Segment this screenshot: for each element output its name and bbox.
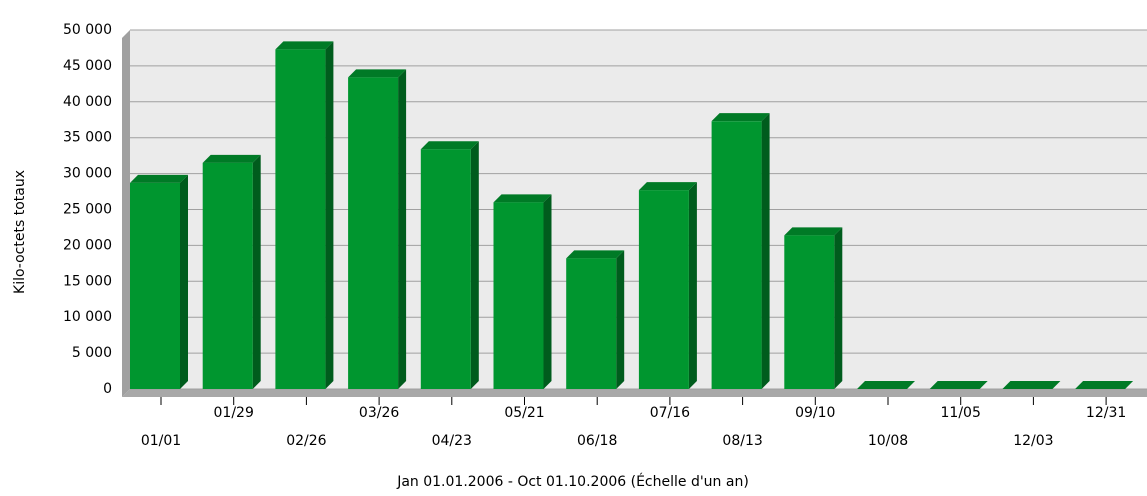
bar-side <box>834 227 843 389</box>
bar-top <box>638 182 697 191</box>
x-tick-label: 11/05 <box>941 405 981 421</box>
bar-side <box>470 141 479 389</box>
bar-side <box>616 250 625 389</box>
bar <box>348 77 399 389</box>
bar-top <box>1002 381 1061 389</box>
bar-top <box>348 69 407 78</box>
y-tick-label: 30 000 <box>63 166 112 182</box>
y-axis-label: Kilo-octets totaux <box>12 170 28 294</box>
y-tick-label: 45 000 <box>63 58 112 74</box>
bar <box>202 162 253 389</box>
x-tick-label: 01/29 <box>214 405 254 421</box>
x-tick-label: 12/03 <box>1013 433 1053 449</box>
bar-top <box>711 113 770 122</box>
x-tick-label: 05/21 <box>504 405 544 421</box>
bar <box>275 49 326 390</box>
bar-top <box>929 381 988 389</box>
x-tick-label: 04/23 <box>432 433 472 449</box>
bar <box>638 190 689 389</box>
bar-side <box>325 41 334 390</box>
bar-top <box>493 194 552 203</box>
bar <box>493 202 544 389</box>
x-axis-label: Jan 01.01.2006 - Oct 01.10.2006 (Échelle… <box>396 473 749 490</box>
x-tick-label: 08/13 <box>722 433 762 449</box>
x-tick-label: 12/31 <box>1086 405 1126 421</box>
bar-side <box>398 69 407 389</box>
bar <box>420 149 471 389</box>
y-tick-label: 5 000 <box>72 345 112 361</box>
y-tick-label: 10 000 <box>63 309 112 325</box>
bar-side <box>252 154 261 389</box>
bar-side <box>761 113 770 389</box>
bar <box>711 121 762 389</box>
x-tick-label: 10/08 <box>868 433 908 449</box>
bar <box>130 182 180 389</box>
bar-top <box>420 141 479 150</box>
bar-side <box>688 182 697 389</box>
bar <box>784 235 835 389</box>
x-tick-label: 01/01 <box>141 433 181 449</box>
left-wall <box>122 30 130 397</box>
x-tick-label: 02/26 <box>286 433 326 449</box>
x-tick-label: 06/18 <box>577 433 617 449</box>
x-tick-label: 09/10 <box>795 405 835 421</box>
bar-top <box>275 41 334 50</box>
bar-side <box>543 194 552 389</box>
floor <box>122 389 1147 397</box>
y-tick-label: 40 000 <box>63 94 112 110</box>
bar-top <box>1075 381 1134 389</box>
x-tick-label: 07/16 <box>650 405 690 421</box>
bar-top <box>130 174 188 183</box>
y-tick-label: 0 <box>103 381 112 397</box>
bar-top <box>784 227 843 236</box>
bar-side <box>180 174 188 389</box>
y-tick-label: 50 000 <box>63 22 112 38</box>
y-tick-label: 35 000 <box>63 130 112 146</box>
y-tick-label: 15 000 <box>63 273 112 289</box>
bar <box>566 258 617 389</box>
bar-top <box>202 154 261 163</box>
x-tick-label: 03/26 <box>359 405 399 421</box>
y-tick-label: 25 000 <box>63 202 112 218</box>
bar-top <box>857 381 915 389</box>
y-tick-label: 20 000 <box>63 237 112 253</box>
bar-top <box>566 250 625 259</box>
